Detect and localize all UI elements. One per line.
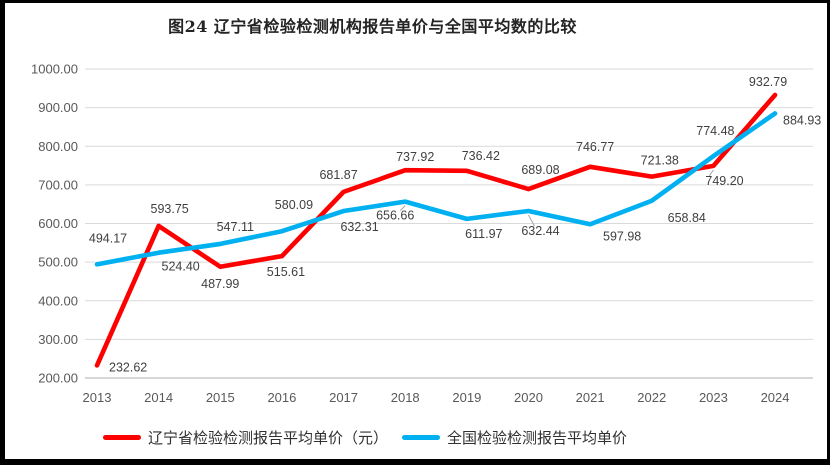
legend-item-national: 全国检验检测报告平均单价 — [402, 427, 627, 448]
x-tick-label: 2018 — [391, 390, 420, 405]
x-tick-label: 2013 — [83, 390, 112, 405]
x-tick-label: 2014 — [144, 390, 173, 405]
liaoning-data-label: 746.77 — [576, 140, 614, 154]
y-tick-label: 200.00 — [38, 371, 78, 386]
liaoning-data-label: 932.79 — [749, 75, 787, 89]
y-tick-label: 900.00 — [38, 100, 78, 115]
legend-label-national: 全国检验检测报告平均单价 — [447, 428, 628, 447]
chart-legend: 辽宁省检验检测报告平均单价（元） 全国检验检测报告平均单价 — [0, 424, 730, 450]
national-data-label: 494.17 — [89, 231, 127, 245]
frame-border-right — [827, 0, 830, 465]
frame-border-top — [0, 0, 830, 3]
national-data-label: 656.66 — [376, 209, 414, 223]
y-axis-tick-labels: 1000.00 900.00 800.00 700.00 600.00 500.00 400… — [31, 62, 78, 386]
liaoning-data-label: 593.75 — [151, 202, 189, 216]
liaoning-data-label: 749.20 — [705, 174, 743, 188]
national-data-label: 884.93 — [783, 113, 821, 127]
label-leader-line — [528, 214, 535, 227]
chart-title: 图24 辽宁省检验检测机构报告单价与全国平均数的比较 — [168, 17, 577, 36]
national-data-label: 632.31 — [340, 220, 378, 234]
legend-swatch-national — [402, 434, 440, 440]
frame-border-left — [0, 0, 5, 465]
label-leader-line — [399, 205, 406, 211]
national-data-label: 524.40 — [162, 260, 200, 274]
national-data-label: 774.48 — [696, 124, 734, 138]
liaoning-data-label: 736.42 — [462, 149, 500, 163]
national-data-label: 658.84 — [668, 211, 706, 225]
x-tick-label: 2022 — [637, 390, 666, 405]
liaoning-series-line — [94, 92, 778, 368]
legend-swatch-liaoning — [102, 434, 141, 440]
liaoning-data-label: 721.38 — [641, 154, 679, 168]
label-leader-line — [708, 169, 714, 177]
liaoning-data-label: 487.99 — [201, 277, 239, 291]
y-tick-label: 600.00 — [38, 216, 78, 231]
liaoning-data-label: 737.92 — [396, 150, 434, 164]
legend-label-liaoning: 辽宁省检验检测报告平均单价（元） — [147, 428, 388, 447]
x-tick-label: 2015 — [206, 390, 235, 405]
x-tick-label: 2016 — [267, 390, 296, 405]
y-tick-label: 1000.00 — [31, 62, 78, 77]
national-data-label: 597.98 — [603, 229, 641, 243]
x-tick-label: 2021 — [576, 390, 605, 405]
national-data-label: 547.11 — [217, 220, 254, 234]
liaoning-data-label: 232.62 — [109, 360, 147, 374]
x-tick-label: 2020 — [514, 390, 543, 405]
y-tick-label: 500.00 — [38, 255, 78, 270]
liaoning-data-labels: 232.62 593.75 487.99 515.61 681.87 737.92 736.… — [109, 75, 787, 374]
legend-item-liaoning: 辽宁省检验检测报告平均单价（元） — [102, 427, 388, 448]
y-tick-label: 400.00 — [38, 293, 78, 308]
y-tick-label: 800.00 — [38, 139, 78, 154]
national-series-line — [94, 111, 778, 267]
liaoning-data-label: 515.61 — [267, 265, 305, 279]
x-axis-tick-labels: 2013 2014 2015 2016 2017 2018 2019 2020 2021 2022… — [83, 390, 790, 405]
x-tick-label: 2019 — [452, 390, 481, 405]
national-data-label: 611.97 — [465, 227, 502, 241]
frame-border-bottom — [0, 459, 830, 465]
liaoning-data-label: 689.08 — [521, 163, 559, 177]
national-data-label: 580.09 — [275, 198, 313, 212]
x-tick-label: 2017 — [329, 390, 358, 405]
y-tick-label: 700.00 — [38, 177, 78, 192]
liaoning-data-label: 681.87 — [319, 168, 357, 182]
y-tick-label: 300.00 — [38, 332, 78, 347]
x-tick-label: 2024 — [761, 390, 790, 405]
national-data-label: 632.44 — [521, 224, 559, 238]
x-tick-label: 2023 — [699, 390, 728, 405]
